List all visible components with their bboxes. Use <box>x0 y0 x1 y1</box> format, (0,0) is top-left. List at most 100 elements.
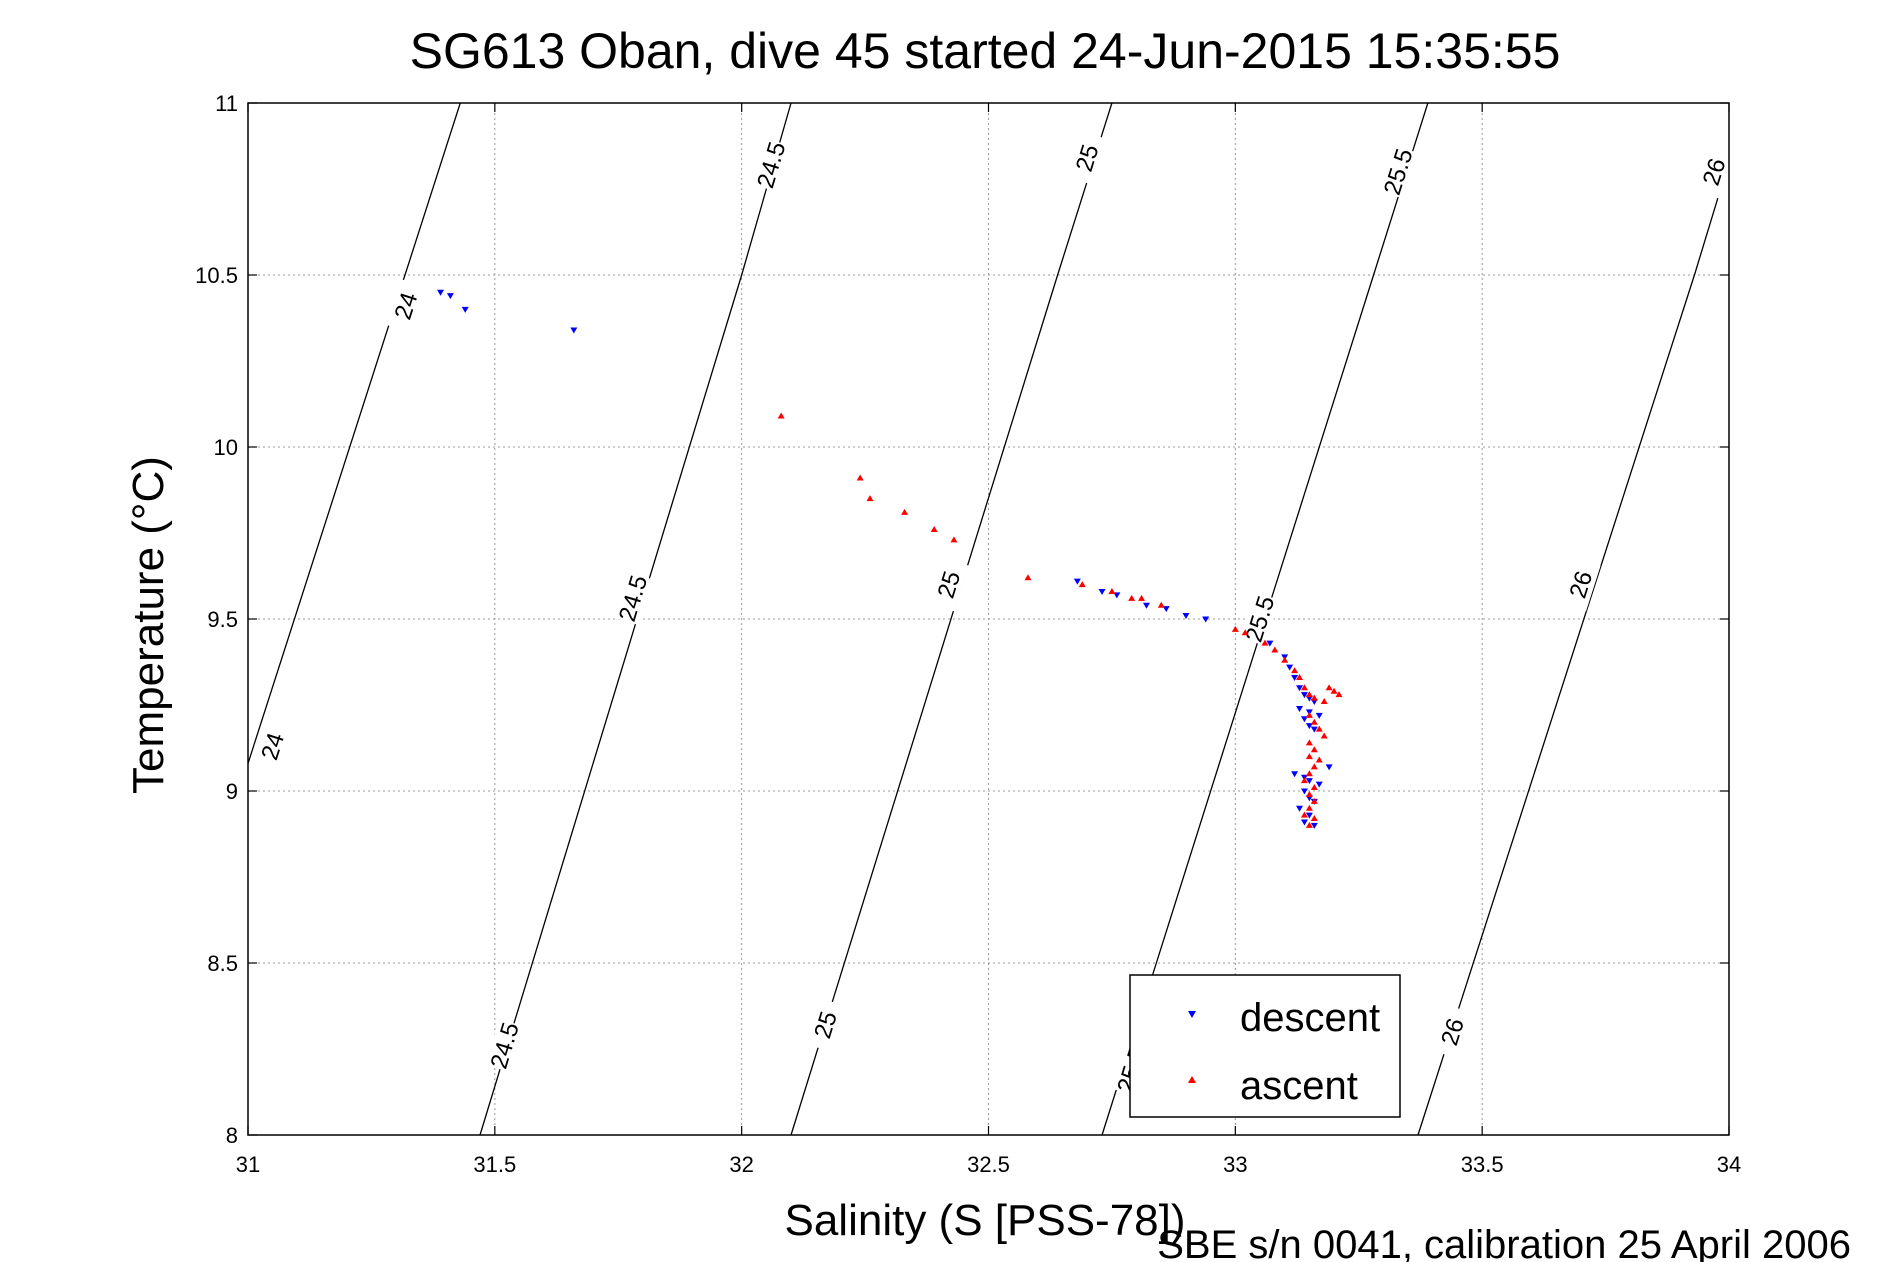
descent-point <box>1296 805 1304 812</box>
x-axis-label: Salinity (S [PSS-78]) <box>784 1196 1185 1245</box>
density-contour-line <box>1417 161 1730 1136</box>
ascent-point <box>1271 646 1279 653</box>
ascent-point <box>1024 574 1032 581</box>
contour-label-bg <box>252 719 293 774</box>
contour-label-bg <box>1240 592 1280 646</box>
x-tick-label: 32 <box>729 1152 753 1177</box>
y-tick-label: 8.5 <box>207 951 238 976</box>
descent-point <box>1286 664 1294 671</box>
contour-label-bg <box>806 998 846 1052</box>
y-tick-label: 10.5 <box>195 263 238 288</box>
ascent-point <box>856 474 864 481</box>
ascent-point <box>1291 667 1299 674</box>
ascent-point <box>1310 797 1318 804</box>
ascent-point <box>1310 718 1318 725</box>
descent-point <box>437 289 445 296</box>
ascent-point <box>1157 601 1165 608</box>
ascent-point <box>1300 811 1308 818</box>
y-tick-label: 10 <box>214 435 238 460</box>
ascent-point <box>1315 756 1323 763</box>
contour-label: 24.5 <box>752 139 791 192</box>
contour-label-bg <box>1432 1004 1473 1059</box>
contour-label-bg <box>929 557 969 612</box>
ascent-point <box>1305 770 1313 777</box>
ascent-point <box>1261 639 1269 646</box>
descent-point <box>1315 781 1323 788</box>
descent-point <box>1300 788 1308 795</box>
descent-point <box>1310 822 1318 829</box>
ascent-point <box>930 526 938 533</box>
descent-point <box>1305 812 1313 819</box>
ascent-point <box>1108 587 1116 594</box>
y-tick-label: 11 <box>215 91 238 116</box>
descent-point <box>1300 692 1308 699</box>
legend-box <box>1129 974 1401 1118</box>
ascent-point <box>1315 725 1323 732</box>
ascent-point <box>1128 594 1136 601</box>
ascent-point <box>1305 790 1313 797</box>
contour-label: 25.5 <box>1379 146 1419 199</box>
calibration-note: SBE s/n 0041, calibration 25 April 2006 <box>1157 1223 1851 1262</box>
ascent-point <box>1300 684 1308 691</box>
chart-title: SG613 Oban, dive 45 started 24-Jun-2015 … <box>410 23 1561 79</box>
ascent-point <box>1231 625 1239 632</box>
ascent-point <box>1305 739 1313 746</box>
descent-point <box>446 293 454 300</box>
ascent-point <box>1241 629 1249 636</box>
ascent-point <box>777 412 785 419</box>
ascent-point <box>1078 581 1086 588</box>
descent-point <box>1296 705 1304 712</box>
x-tick-label: 34 <box>1717 1152 1741 1177</box>
descent-point <box>1073 578 1081 585</box>
ascent-point <box>1300 777 1308 784</box>
ascent-point <box>1305 804 1313 811</box>
descent-point <box>461 306 469 313</box>
ascent-point <box>1325 684 1333 691</box>
density-contour-line <box>247 102 461 764</box>
ascent-point <box>1335 691 1343 698</box>
ascent-point <box>901 508 909 515</box>
contour-label-bg <box>1561 557 1601 612</box>
y-axis-label: Temperature (°C) <box>124 456 173 794</box>
descent-point <box>1310 726 1318 733</box>
descent-point <box>1325 764 1333 771</box>
contour-label-bg <box>751 138 791 192</box>
x-tick-label: 33 <box>1223 1152 1247 1177</box>
legend-descent-marker <box>1188 1011 1196 1018</box>
axis-ticks: 31 31.5 32 32.5 33 33.5 34 8 8.5 9 9.5 10 10.5 11 <box>195 91 1741 1177</box>
descent-point <box>570 327 578 334</box>
ascent-point <box>1281 656 1289 663</box>
ascent-point <box>1310 784 1318 791</box>
series-ascent <box>777 412 1343 828</box>
contour-label-bg <box>1067 131 1107 185</box>
ascent-point <box>950 536 958 543</box>
contour-label: 24.5 <box>614 572 653 625</box>
ascent-point <box>1310 694 1318 701</box>
contour-label: 25.5 <box>1241 593 1281 646</box>
series-descent <box>437 289 1333 829</box>
descent-point <box>1182 613 1190 620</box>
ascent-point <box>1320 732 1328 739</box>
contour-label-bg <box>1694 144 1734 199</box>
contour-label-bg <box>613 571 653 626</box>
y-tick-label: 8 <box>226 1123 238 1148</box>
descent-point <box>1305 778 1313 785</box>
descent-point <box>1291 771 1299 778</box>
legend-ascent-marker <box>1188 1076 1196 1083</box>
descent-point <box>1315 712 1323 719</box>
legend-descent-label: descent <box>1240 996 1380 1040</box>
ascent-point <box>1310 763 1318 770</box>
descent-point <box>1142 602 1150 609</box>
descent-point <box>1300 819 1308 826</box>
x-tick-label: 31.5 <box>473 1152 516 1177</box>
ascent-point <box>1310 815 1318 822</box>
ascent-point <box>1305 753 1313 760</box>
legend-ascent-label: ascent <box>1240 1064 1358 1108</box>
contour-label-bg <box>1378 144 1418 199</box>
ascent-point <box>1305 711 1313 718</box>
grid <box>247 102 1730 1136</box>
contour-label: 24.5 <box>486 1019 525 1072</box>
ascent-point <box>1310 746 1318 753</box>
ascent-point <box>1330 687 1338 694</box>
